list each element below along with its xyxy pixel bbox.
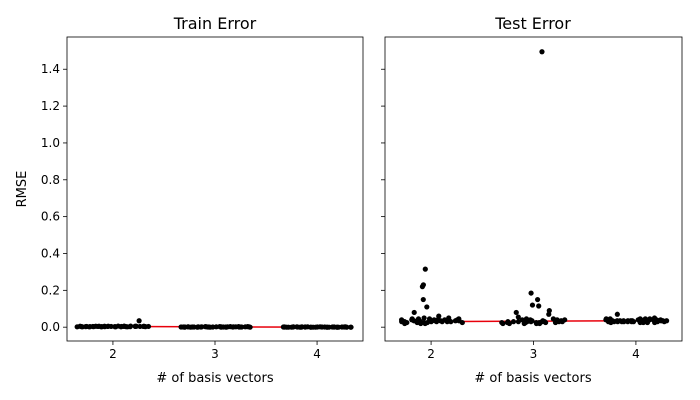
data-point <box>409 317 415 323</box>
train-plot-frame <box>66 36 364 342</box>
train-plot-area <box>67 37 363 341</box>
data-point <box>247 324 253 330</box>
data-point <box>534 296 541 303</box>
y-tick-label: 0.8 <box>41 173 60 187</box>
train-ylabel: RMSE <box>15 171 30 208</box>
test-points <box>398 49 670 327</box>
x-tick-label: 3 <box>211 347 219 361</box>
data-point <box>515 319 521 325</box>
y-tick-label: 1.0 <box>41 136 60 150</box>
test-ticks: 2 3 4 <box>381 68 640 361</box>
data-point <box>136 318 142 324</box>
data-point <box>145 323 152 330</box>
data-point <box>424 304 430 310</box>
data-point <box>419 284 426 290</box>
data-point <box>459 319 465 326</box>
data-point <box>239 324 245 330</box>
y-tick-label: 1.4 <box>41 62 60 76</box>
data-point <box>515 314 521 320</box>
data-point <box>294 324 301 330</box>
x-tick-label: 3 <box>530 347 538 361</box>
data-point <box>528 290 534 296</box>
data-point <box>539 49 545 55</box>
data-point <box>499 319 505 326</box>
data-point <box>504 319 511 326</box>
data-point <box>420 296 426 303</box>
y-tick-label: 0.6 <box>41 210 60 224</box>
panel-test: 2 3 4 Test Error # of basis vectors <box>381 14 683 386</box>
data-point <box>133 323 139 329</box>
test-plot-frame <box>384 36 683 342</box>
data-point <box>603 317 609 323</box>
train-xlabel: # of basis vectors <box>156 371 273 386</box>
data-point <box>128 323 134 329</box>
data-point <box>448 319 454 325</box>
y-tick-label: 0.4 <box>41 246 60 260</box>
data-point <box>436 313 442 319</box>
data-point <box>513 309 519 316</box>
data-point <box>546 308 552 314</box>
data-point <box>398 317 405 323</box>
data-point <box>280 324 287 330</box>
data-point <box>562 317 568 323</box>
data-point <box>74 324 80 330</box>
y-tick-label: 1.2 <box>41 99 60 113</box>
data-point <box>178 324 184 330</box>
data-point <box>510 319 517 325</box>
data-point <box>344 324 350 330</box>
data-point <box>411 309 417 316</box>
x-tick-label: 2 <box>427 347 435 361</box>
data-point <box>529 302 536 308</box>
data-point <box>543 319 549 326</box>
data-point <box>536 303 542 309</box>
train-ticks: 2 3 4 0.0 0.2 0.4 0.6 0.8 1.0 1.2 1.4 <box>41 62 321 361</box>
data-point <box>519 317 525 323</box>
y-tick-label: 0.0 <box>41 320 60 334</box>
train-title: Train Error <box>173 14 257 33</box>
x-tick-label: 4 <box>632 347 640 361</box>
data-point <box>664 318 670 324</box>
data-point <box>422 266 428 272</box>
data-point <box>348 324 354 330</box>
x-tick-label: 4 <box>313 347 321 361</box>
x-tick-label: 2 <box>109 347 117 361</box>
y-tick-label: 0.2 <box>41 283 60 297</box>
test-title: Test Error <box>494 14 571 33</box>
data-point <box>421 315 427 321</box>
panel-train: 2 3 40.00.20.40.60.81.01.21.4 Train Error … <box>15 14 364 386</box>
train-points <box>74 318 354 330</box>
data-point <box>614 311 620 317</box>
test-plot-area <box>385 37 682 341</box>
test-xlabel: # of basis vectors <box>474 371 591 386</box>
data-point <box>625 318 631 324</box>
